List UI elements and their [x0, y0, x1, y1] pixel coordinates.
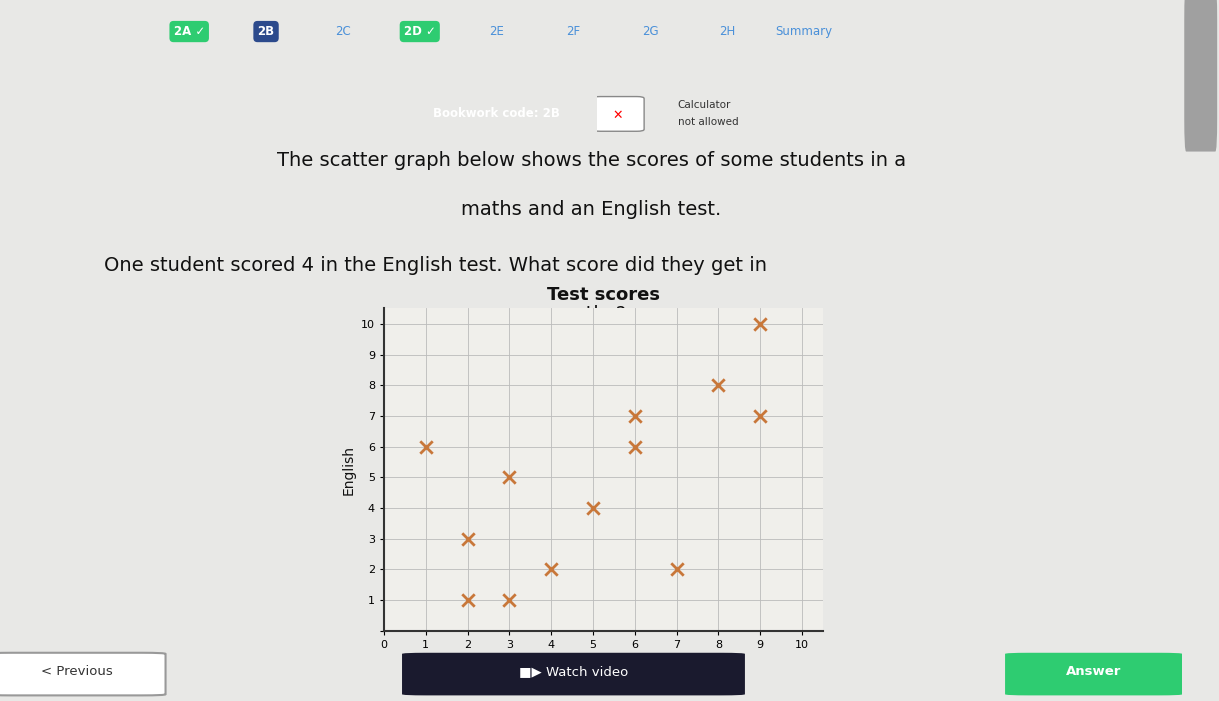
Point	[751, 318, 770, 329]
Text: maths and an English test.: maths and an English test.	[461, 200, 722, 219]
Y-axis label: English: English	[341, 444, 356, 495]
FancyBboxPatch shape	[592, 97, 644, 131]
X-axis label: Maths: Maths	[583, 655, 624, 669]
Point	[708, 380, 728, 391]
Text: Calculator: Calculator	[678, 100, 731, 111]
Text: One student scored 4 in the English test. What score did they get in: One student scored 4 in the English test…	[104, 256, 767, 275]
Text: ✕: ✕	[612, 109, 623, 123]
Point	[625, 441, 645, 452]
Text: 2D ✓: 2D ✓	[403, 25, 435, 38]
Text: 2H: 2H	[719, 25, 735, 38]
Point	[667, 564, 686, 575]
Text: ■▶ Watch video: ■▶ Watch video	[519, 665, 628, 679]
Point	[500, 472, 519, 483]
Text: 2C: 2C	[335, 25, 351, 38]
Title: Test scores: Test scores	[547, 286, 659, 304]
Point	[458, 533, 478, 545]
Text: < Previous: < Previous	[41, 665, 112, 679]
Text: 2G: 2G	[642, 25, 658, 38]
Point	[751, 410, 770, 421]
FancyBboxPatch shape	[1185, 0, 1217, 151]
Text: 2F: 2F	[567, 25, 580, 38]
Text: 2A ✓: 2A ✓	[173, 25, 205, 38]
Point	[458, 594, 478, 606]
Point	[625, 410, 645, 421]
Text: Answer: Answer	[1067, 665, 1121, 679]
FancyBboxPatch shape	[0, 653, 166, 695]
Text: 2E: 2E	[489, 25, 505, 38]
Point	[416, 441, 435, 452]
FancyBboxPatch shape	[402, 653, 745, 695]
Text: 2B: 2B	[257, 25, 274, 38]
Text: The scatter graph below shows the scores of some students in a: The scatter graph below shows the scores…	[277, 151, 906, 170]
Text: not allowed: not allowed	[678, 117, 739, 128]
Point	[583, 503, 602, 514]
Text: maths?: maths?	[556, 305, 627, 324]
FancyBboxPatch shape	[1006, 653, 1182, 695]
Point	[500, 594, 519, 606]
Text: Summary: Summary	[775, 25, 833, 38]
Point	[541, 564, 561, 575]
Text: Bookwork code: 2B: Bookwork code: 2B	[433, 107, 561, 121]
